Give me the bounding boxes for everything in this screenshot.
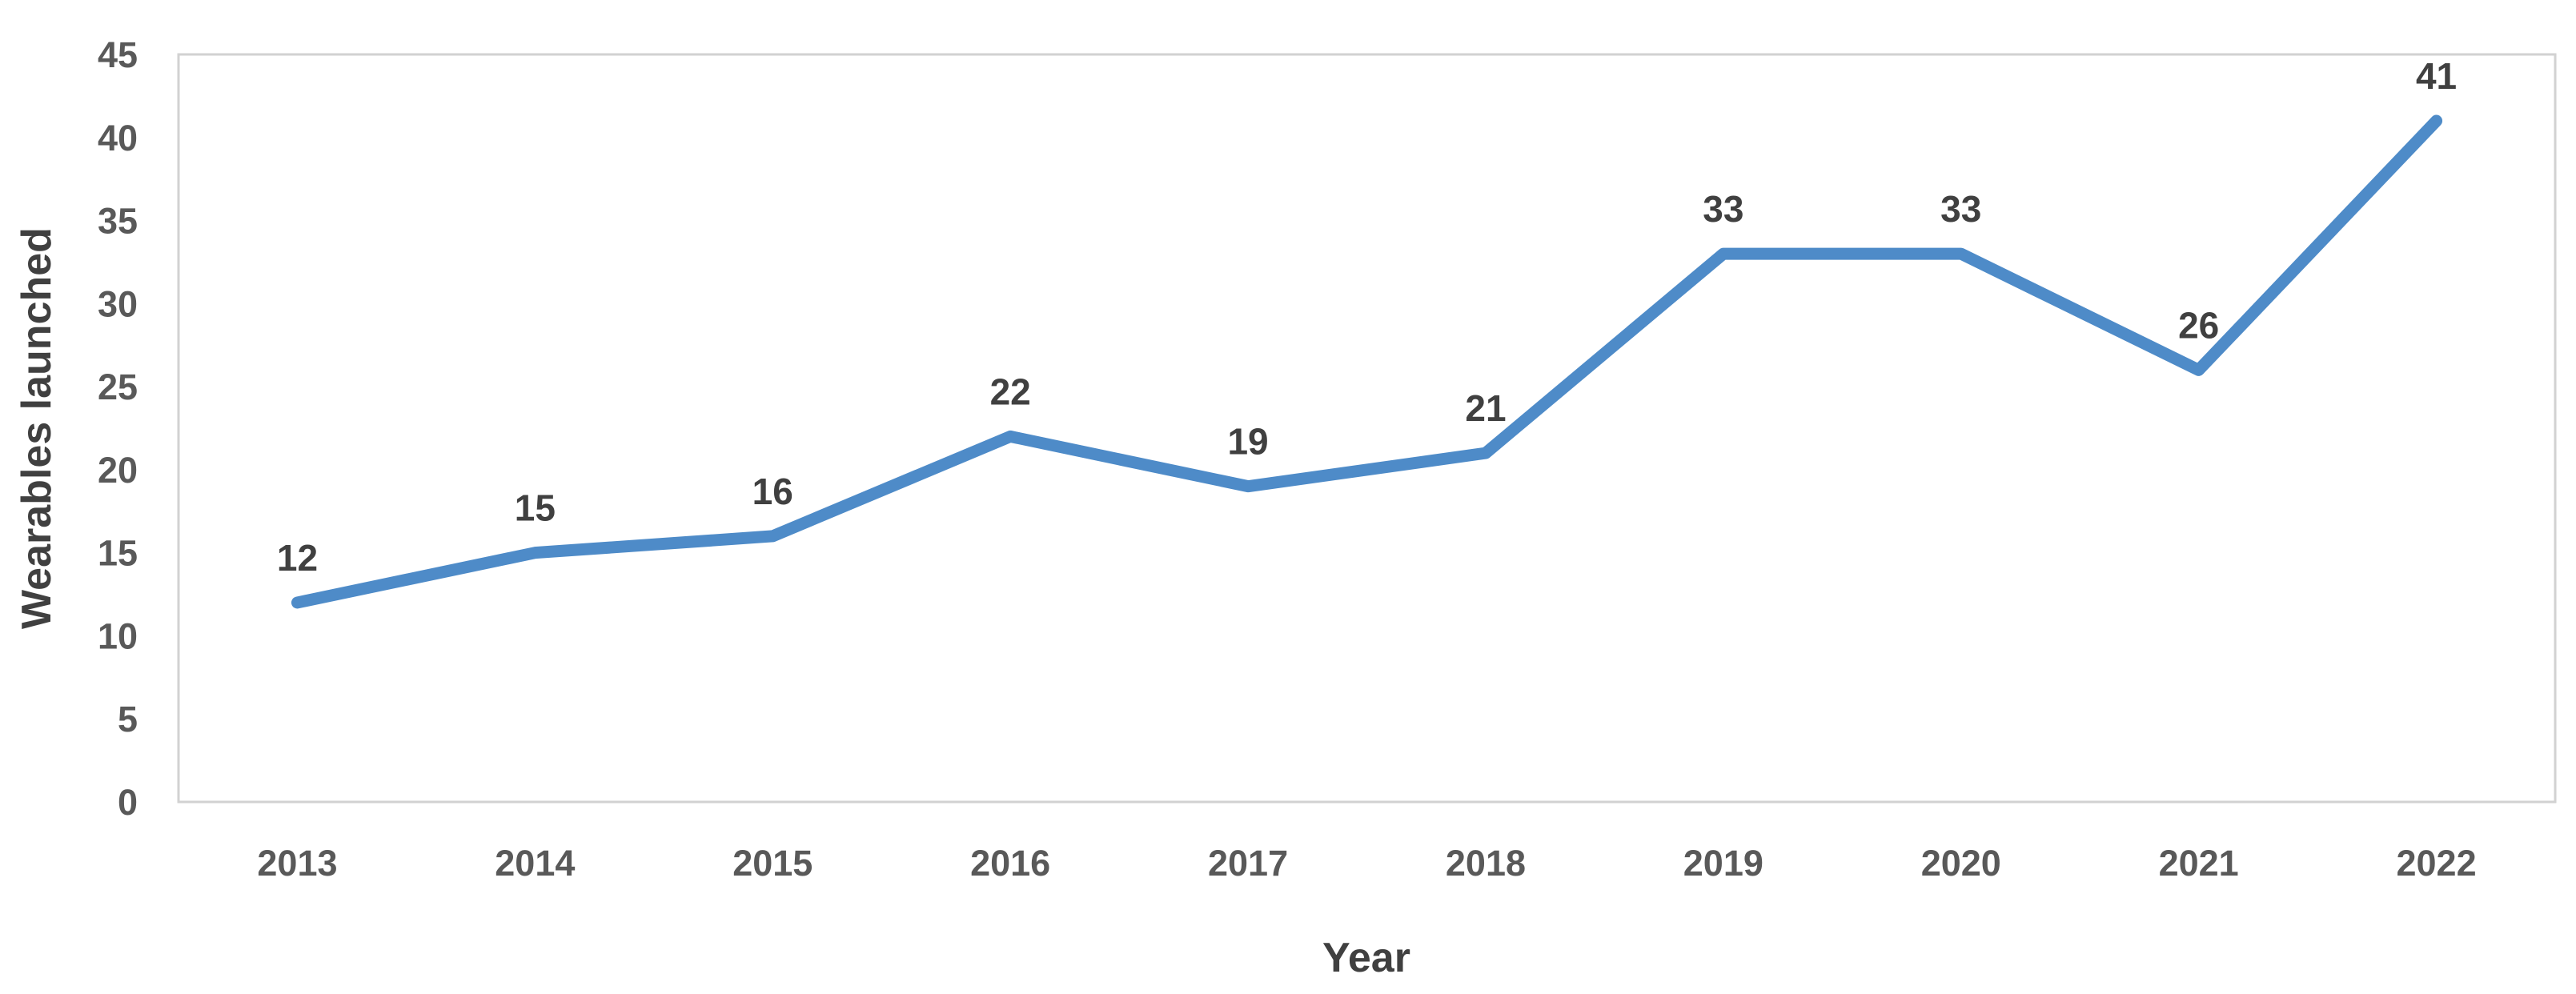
y-tick-label: 10 xyxy=(98,615,138,656)
y-tick-label: 30 xyxy=(98,283,138,324)
data-label: 26 xyxy=(2178,304,2219,346)
x-tick-label: 2018 xyxy=(1446,843,1526,884)
y-tick-label: 0 xyxy=(118,782,138,823)
data-label: 41 xyxy=(2416,55,2457,97)
x-tick-label: 2013 xyxy=(257,843,337,884)
plot-area-border xyxy=(177,53,2557,804)
data-label: 15 xyxy=(515,487,556,529)
data-label: 33 xyxy=(1703,188,1743,230)
data-label: 12 xyxy=(277,537,318,579)
x-tick-label: 2020 xyxy=(1921,843,2001,884)
y-tick-label: 5 xyxy=(118,699,138,739)
y-tick-label: 15 xyxy=(98,533,138,574)
x-tick-label: 2016 xyxy=(970,843,1050,884)
data-label: 33 xyxy=(1940,188,1981,230)
y-tick-label: 25 xyxy=(98,367,138,407)
y-tick-label: 40 xyxy=(98,118,138,158)
y-tick-label: 20 xyxy=(98,450,138,491)
data-label: 21 xyxy=(1465,387,1506,429)
data-label: 16 xyxy=(752,471,793,512)
y-tick-label: 45 xyxy=(98,34,138,75)
x-tick-label: 2021 xyxy=(2159,843,2239,884)
x-tick-label: 2015 xyxy=(732,843,813,884)
x-tick-label: 2022 xyxy=(2396,843,2476,884)
data-label: 19 xyxy=(1227,421,1268,463)
x-tick-label: 2014 xyxy=(495,843,575,884)
data-label: 22 xyxy=(990,371,1031,412)
x-axis-title: Year xyxy=(1322,935,1410,981)
x-tick-label: 2017 xyxy=(1208,843,1288,884)
y-axis-title: Wearables launched xyxy=(14,227,60,629)
series-line xyxy=(291,114,2443,609)
y-tick-label: 35 xyxy=(98,201,138,242)
x-tick-label: 2019 xyxy=(1683,843,1763,884)
